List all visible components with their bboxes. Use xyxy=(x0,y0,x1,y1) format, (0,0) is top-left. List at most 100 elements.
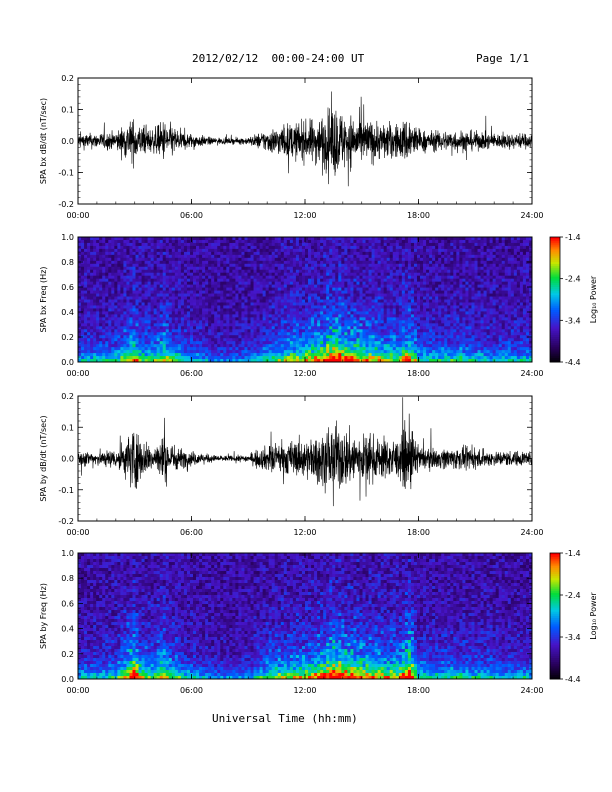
spectrogram-cell xyxy=(356,305,360,309)
spectrogram-cell xyxy=(320,248,324,253)
spectrogram-cell xyxy=(159,245,164,250)
spectrogram-cell xyxy=(226,335,230,339)
spectrogram-cell xyxy=(238,293,242,297)
spectrogram-cell xyxy=(241,251,245,256)
spectrogram-cell xyxy=(365,314,369,318)
spectrogram-cell xyxy=(232,278,236,283)
spectrogram-cell xyxy=(93,293,97,297)
spectrogram-cell xyxy=(314,290,318,294)
spectrogram-cell xyxy=(253,239,257,244)
spectrogram-cell xyxy=(271,278,276,283)
spectrogram-cell xyxy=(283,290,288,294)
spectrogram-cell xyxy=(232,332,236,336)
spectrogram-cell xyxy=(401,281,406,286)
spectrogram-cell xyxy=(202,350,206,354)
spectrogram-cell xyxy=(274,317,279,321)
spectrogram-cell xyxy=(90,290,94,294)
spectrogram-cell xyxy=(398,251,403,256)
spectrogram-cell xyxy=(350,329,354,333)
spectrogram-cell xyxy=(292,260,297,265)
spectrogram-cell xyxy=(398,356,403,360)
spectrogram-cell xyxy=(416,338,421,342)
spectrogram-cell xyxy=(311,269,315,274)
spectrogram-cell xyxy=(220,269,224,274)
spectrogram-cell xyxy=(244,332,248,336)
spectrogram-cell xyxy=(329,263,333,268)
spectrogram-cell xyxy=(359,323,363,327)
spectrogram-cell xyxy=(280,311,285,315)
spectrogram-cell xyxy=(380,293,385,297)
spectrogram-cell xyxy=(132,305,136,309)
spectrogram-cell xyxy=(156,281,161,286)
spectrogram-cell xyxy=(335,266,339,271)
spectrogram-cell xyxy=(365,329,369,333)
spectrogram-cell xyxy=(114,275,118,280)
spectrogram-cell xyxy=(235,251,239,256)
spectrogram-cell xyxy=(84,344,88,348)
spectrogram-cell xyxy=(429,284,433,288)
spectrogram-cell xyxy=(350,299,354,303)
spectrogram-cell xyxy=(153,269,158,274)
spectrogram-cell xyxy=(332,251,336,256)
spectrogram-cell xyxy=(211,347,215,351)
spectrogram-cell xyxy=(298,260,303,265)
spectrogram-cell xyxy=(144,344,149,348)
spectrogram-cell xyxy=(241,290,245,294)
spectrogram-cell xyxy=(353,293,357,297)
spectrogram-cell xyxy=(320,323,324,327)
spectrogram-cell xyxy=(126,251,130,256)
spectrogram-cell xyxy=(359,350,363,354)
spectrogram-cell xyxy=(426,356,430,360)
spectrogram-cell xyxy=(247,332,251,336)
spectrogram-cell xyxy=(256,284,260,288)
spectrogram-cell xyxy=(423,266,427,271)
spectrogram-cell xyxy=(368,314,372,318)
spectrogram-cell xyxy=(308,350,312,354)
spectrogram-cell xyxy=(99,320,103,324)
spectrogram-cell xyxy=(120,335,124,339)
spectrogram-cell xyxy=(87,317,91,321)
spectrogram-cell xyxy=(220,299,224,303)
spectrogram-cell xyxy=(174,278,179,283)
spectrogram-cell xyxy=(93,290,97,294)
spectrogram-cell xyxy=(141,305,145,309)
spectrogram-cell xyxy=(147,317,152,321)
spectrogram-cell xyxy=(226,260,230,265)
spectrogram-cell xyxy=(87,278,91,283)
spectrogram-cell xyxy=(111,284,115,288)
spectrogram-cell xyxy=(283,239,288,244)
spectrogram-cell xyxy=(292,341,297,345)
spectrogram-cell xyxy=(196,353,200,357)
spectrogram-cell xyxy=(132,329,136,333)
spectrogram-cell xyxy=(81,308,85,312)
spectrogram-cell xyxy=(208,329,212,333)
spectrogram-cell xyxy=(205,344,209,348)
spectrogram-cell xyxy=(232,299,236,303)
spectrogram-cell xyxy=(202,338,206,342)
spectrogram-cell xyxy=(105,344,109,348)
spectrogram-cell xyxy=(93,237,97,241)
spectrogram-cell xyxy=(271,254,276,259)
spectrogram-cell xyxy=(165,329,170,333)
spectrogram-cell xyxy=(426,275,430,280)
spectrogram-cell xyxy=(141,266,145,271)
spectrogram-cell xyxy=(217,237,221,241)
spectrogram-cell xyxy=(171,251,176,256)
spectrogram-cell xyxy=(416,275,421,280)
spectrogram-cell xyxy=(429,296,433,300)
spectrogram-cell xyxy=(377,338,382,342)
spectrogram-cell xyxy=(205,329,209,333)
spectrogram-cell xyxy=(292,275,297,280)
spectrogram-cell xyxy=(214,254,218,259)
spectrogram-cell xyxy=(214,317,218,321)
spectrogram-cell xyxy=(426,311,430,315)
spectrogram-cell xyxy=(368,335,372,339)
spectrogram-cell xyxy=(78,275,82,280)
spectrogram-cell xyxy=(247,254,251,259)
spectrogram-cell xyxy=(129,332,133,336)
spectrogram-cell xyxy=(401,290,406,294)
spectrogram-cell xyxy=(277,314,282,318)
spectrogram-cell xyxy=(211,290,215,294)
spectrogram-cell xyxy=(320,275,324,280)
spectrogram-cell xyxy=(99,317,103,321)
